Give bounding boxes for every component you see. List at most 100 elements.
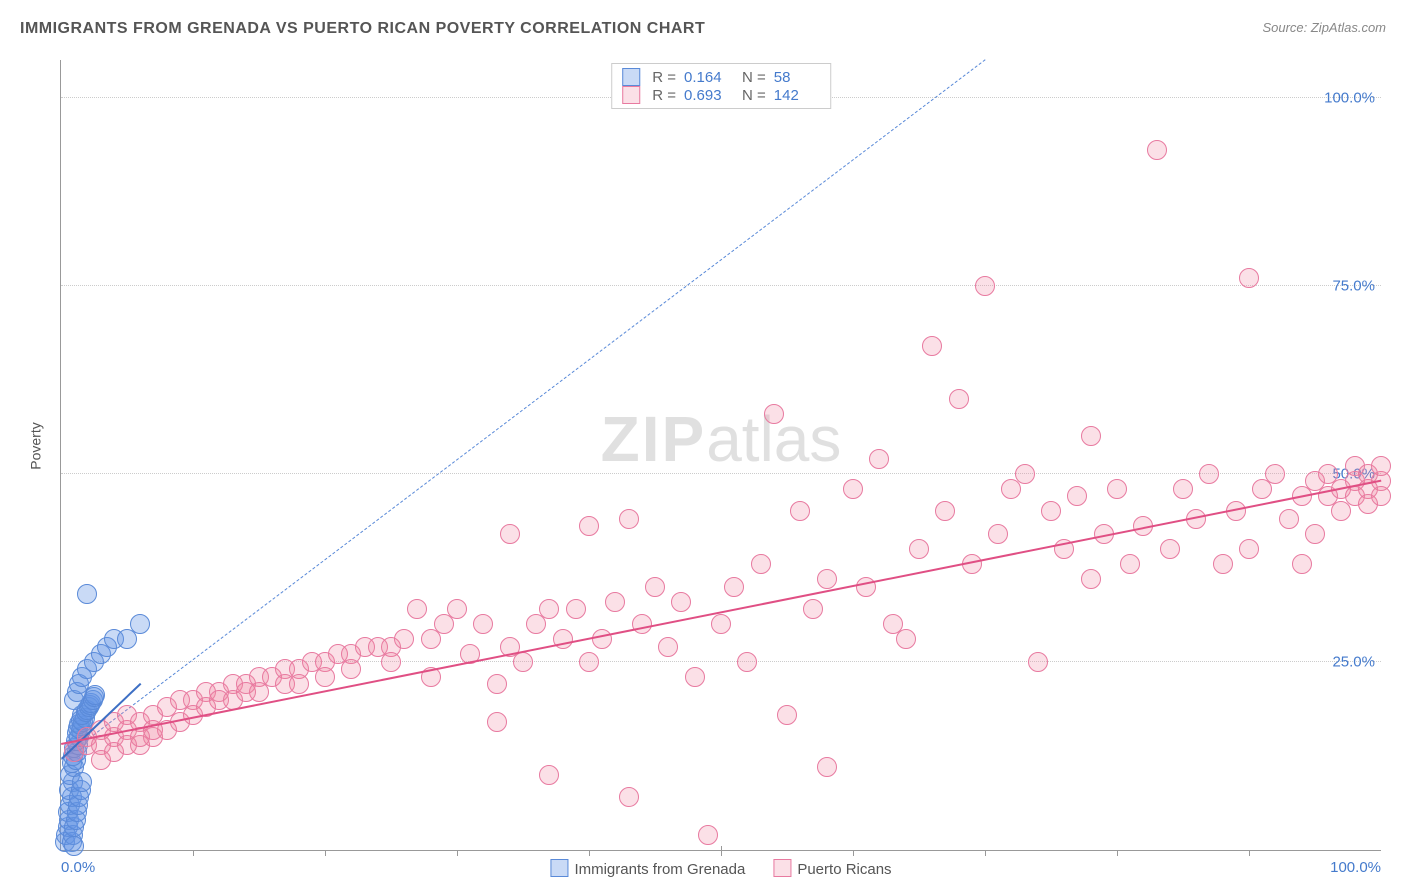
legend-row-puerto-rican: R = 0.693 N = 142 bbox=[622, 86, 820, 104]
data-point-puerto-rican bbox=[539, 599, 559, 619]
data-point-puerto-rican bbox=[487, 712, 507, 732]
x-axis-max-label: 100.0% bbox=[1330, 859, 1381, 876]
data-point-puerto-rican bbox=[935, 501, 955, 521]
data-point-puerto-rican bbox=[341, 659, 361, 679]
x-tick bbox=[193, 850, 194, 856]
data-point-puerto-rican bbox=[1292, 554, 1312, 574]
swatch-pink bbox=[622, 86, 640, 104]
data-point-puerto-rican bbox=[315, 667, 335, 687]
data-point-puerto-rican bbox=[764, 404, 784, 424]
data-point-puerto-rican bbox=[711, 614, 731, 634]
data-point-puerto-rican bbox=[605, 592, 625, 612]
data-point-puerto-rican bbox=[724, 577, 744, 597]
data-point-grenada bbox=[130, 614, 150, 634]
data-point-puerto-rican bbox=[843, 479, 863, 499]
data-point-puerto-rican bbox=[619, 509, 639, 529]
data-point-puerto-rican bbox=[487, 674, 507, 694]
data-point-puerto-rican bbox=[539, 765, 559, 785]
x-tick bbox=[457, 850, 458, 856]
gridline bbox=[61, 661, 1381, 662]
data-point-puerto-rican bbox=[1107, 479, 1127, 499]
x-tick bbox=[325, 850, 326, 856]
x-tick bbox=[589, 850, 590, 856]
data-point-puerto-rican bbox=[685, 667, 705, 687]
source-attribution: Source: ZipAtlas.com bbox=[1262, 20, 1386, 35]
x-tick bbox=[1117, 850, 1118, 856]
data-point-puerto-rican bbox=[1279, 509, 1299, 529]
data-point-puerto-rican bbox=[658, 637, 678, 657]
gridline bbox=[61, 473, 1381, 474]
y-tick-label: 100.0% bbox=[1324, 89, 1375, 106]
data-point-puerto-rican bbox=[1120, 554, 1140, 574]
data-point-puerto-rican bbox=[1371, 486, 1391, 506]
legend-item-puerto-rican: Puerto Ricans bbox=[773, 859, 891, 878]
data-point-puerto-rican bbox=[856, 577, 876, 597]
gridline bbox=[61, 285, 1381, 286]
data-point-puerto-rican bbox=[513, 652, 533, 672]
data-point-puerto-rican bbox=[949, 389, 969, 409]
data-point-puerto-rican bbox=[592, 629, 612, 649]
x-axis-min-label: 0.0% bbox=[61, 859, 95, 876]
data-point-puerto-rican bbox=[1081, 569, 1101, 589]
scatter-plot-area: ZIPatlas R = 0.164 N = 58 R = 0.693 N = … bbox=[60, 60, 1381, 851]
data-point-puerto-rican bbox=[817, 569, 837, 589]
data-point-puerto-rican bbox=[751, 554, 771, 574]
data-point-puerto-rican bbox=[1015, 464, 1035, 484]
data-point-puerto-rican bbox=[1265, 464, 1285, 484]
data-point-puerto-rican bbox=[896, 629, 916, 649]
data-point-puerto-rican bbox=[988, 524, 1008, 544]
n-value-puerto-rican: 142 bbox=[774, 87, 820, 104]
data-point-puerto-rican bbox=[500, 524, 520, 544]
watermark-zip: ZIP bbox=[601, 403, 707, 475]
data-point-puerto-rican bbox=[1028, 652, 1048, 672]
data-point-puerto-rican bbox=[1213, 554, 1233, 574]
data-point-puerto-rican bbox=[1173, 479, 1193, 499]
data-point-puerto-rican bbox=[922, 336, 942, 356]
chart-title: IMMIGRANTS FROM GRENADA VS PUERTO RICAN … bbox=[20, 20, 705, 38]
data-point-puerto-rican bbox=[381, 652, 401, 672]
data-point-puerto-rican bbox=[817, 757, 837, 777]
data-point-puerto-rican bbox=[1081, 426, 1101, 446]
legend-item-grenada: Immigrants from Grenada bbox=[550, 859, 745, 878]
swatch-blue-icon bbox=[550, 859, 568, 877]
data-point-puerto-rican bbox=[619, 787, 639, 807]
correlation-legend: R = 0.164 N = 58 R = 0.693 N = 142 bbox=[611, 63, 831, 109]
data-point-puerto-rican bbox=[579, 652, 599, 672]
data-point-puerto-rican bbox=[777, 705, 797, 725]
trend-line-puerto-rican bbox=[61, 479, 1381, 744]
n-value-grenada: 58 bbox=[774, 69, 820, 86]
data-point-puerto-rican bbox=[1041, 501, 1061, 521]
x-tick bbox=[985, 850, 986, 856]
x-tick bbox=[721, 846, 722, 856]
data-point-puerto-rican bbox=[447, 599, 467, 619]
data-point-puerto-rican bbox=[645, 577, 665, 597]
data-point-puerto-rican bbox=[289, 674, 309, 694]
data-point-puerto-rican bbox=[1371, 456, 1391, 476]
data-point-puerto-rican bbox=[1239, 268, 1259, 288]
y-tick-label: 75.0% bbox=[1332, 277, 1375, 294]
data-point-puerto-rican bbox=[407, 599, 427, 619]
x-tick bbox=[853, 850, 854, 856]
r-value-grenada: 0.164 bbox=[684, 69, 730, 86]
r-value-puerto-rican: 0.693 bbox=[684, 87, 730, 104]
data-point-puerto-rican bbox=[803, 599, 823, 619]
data-point-puerto-rican bbox=[566, 599, 586, 619]
data-point-puerto-rican bbox=[698, 825, 718, 845]
data-point-puerto-rican bbox=[579, 516, 599, 536]
swatch-pink-icon bbox=[773, 859, 791, 877]
data-point-puerto-rican bbox=[1305, 524, 1325, 544]
data-point-puerto-rican bbox=[671, 592, 691, 612]
data-point-grenada bbox=[64, 836, 84, 856]
data-point-puerto-rican bbox=[1067, 486, 1087, 506]
series-legend: Immigrants from Grenada Puerto Ricans bbox=[550, 859, 891, 878]
data-point-puerto-rican bbox=[1199, 464, 1219, 484]
swatch-blue bbox=[622, 68, 640, 86]
legend-row-grenada: R = 0.164 N = 58 bbox=[622, 68, 820, 86]
data-point-puerto-rican bbox=[909, 539, 929, 559]
y-tick-label: 25.0% bbox=[1332, 653, 1375, 670]
data-point-puerto-rican bbox=[790, 501, 810, 521]
data-point-puerto-rican bbox=[1239, 539, 1259, 559]
watermark: ZIPatlas bbox=[601, 402, 842, 476]
data-point-grenada bbox=[72, 772, 92, 792]
data-point-puerto-rican bbox=[632, 614, 652, 634]
